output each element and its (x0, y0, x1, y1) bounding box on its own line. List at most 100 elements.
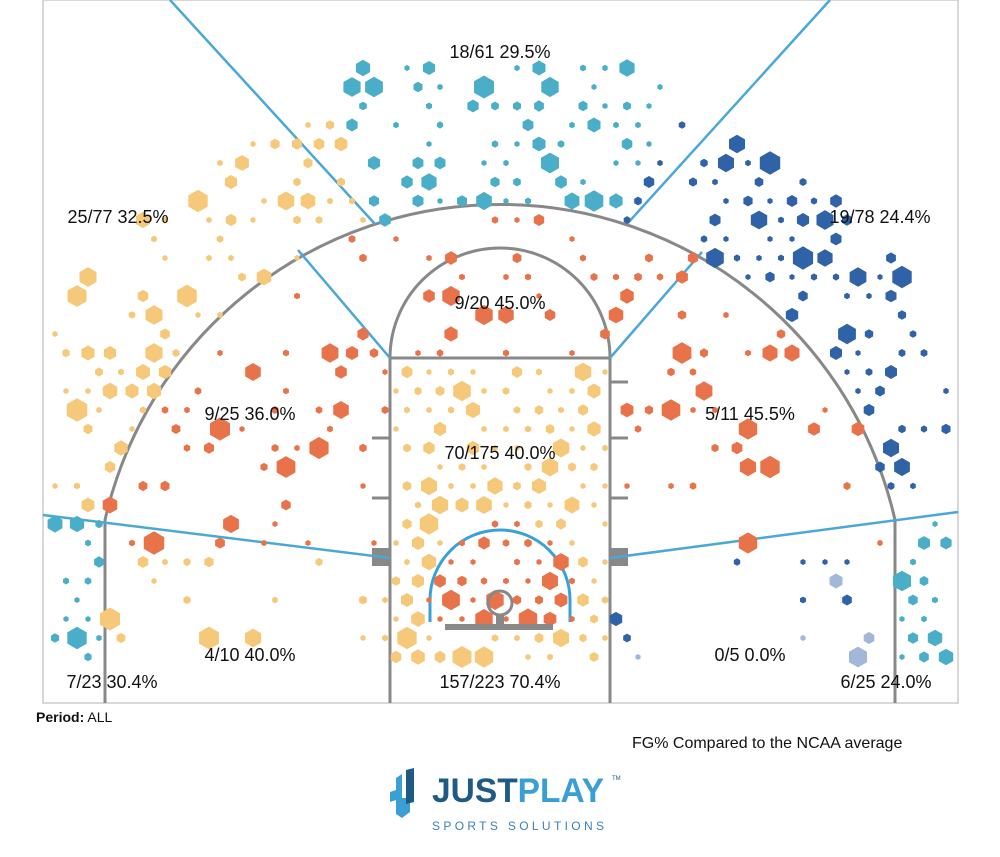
hexbin-three-left-wing (337, 177, 345, 187)
hexbin-mid-right-elbow (784, 344, 800, 362)
hexbin-paint (532, 478, 546, 494)
hexbin-paint (452, 646, 472, 668)
hexbin-mid-top (580, 254, 586, 262)
hexbin-three-left-wing (160, 328, 170, 340)
hexbin-three-left-wing (334, 136, 348, 152)
hexbin-three-top (426, 102, 432, 110)
hexbin-three-left-wing (327, 197, 333, 205)
hexbin-mid-right-elbow (712, 406, 718, 414)
hexbin-mid-left-elbow (223, 514, 239, 534)
hexbin-three-right-wing (799, 178, 807, 186)
hexbin-paint (534, 405, 544, 415)
hexbin-restricted (470, 597, 476, 603)
hexbin-three-left-wing (62, 348, 70, 358)
hexbin-mid-left-elbow (321, 343, 339, 363)
hexbin-three-right-wing (634, 196, 642, 206)
hexbin-paint (414, 386, 422, 396)
hexbin-three-right-wing (817, 249, 833, 267)
hexbin-three-top (436, 121, 444, 129)
hexbin-paint (448, 482, 454, 490)
hexbin-mid-left-elbow (161, 406, 169, 414)
hexbin-paint (426, 369, 432, 375)
hexbin-mid-left-elbow (184, 406, 190, 414)
hexbin-paint (547, 388, 553, 394)
hexbin-three-left-wing (125, 383, 139, 399)
hexbin-three-right-wing (789, 236, 795, 242)
hexbin-mid-right-elbow (711, 443, 719, 453)
hexbin-paint (435, 386, 445, 396)
hexbin-three-right-wing (855, 387, 861, 395)
hexbin-mid-left-baseline (100, 607, 120, 631)
hexbin-three-top (355, 59, 371, 77)
hexbin-three-right-wing (810, 273, 818, 281)
hexbin-three-right-wing (887, 482, 895, 490)
hexbin-mid-right-elbow (677, 310, 687, 320)
hexbin-mid-right-elbow (624, 483, 630, 489)
hexbin-paint (502, 387, 510, 395)
hexbin-three-right-wing (864, 329, 874, 339)
hexbin-mid-left-baseline (204, 556, 214, 568)
hexbin-paint (476, 496, 492, 514)
hexbin-three-top (513, 177, 521, 187)
hexbin-three-top (609, 193, 623, 209)
hexbin-three-right-wing (830, 194, 842, 208)
hexbin-mid-left-elbow (294, 292, 300, 300)
hexbin-three-right-corner (919, 651, 929, 663)
hexbin-three-right-corner (927, 629, 943, 647)
hexbin-three-top (513, 101, 521, 111)
hexbin-paint (411, 574, 425, 588)
hexbin-three-left-wing (225, 213, 237, 227)
hexbin-paint (423, 441, 435, 455)
hexbin-mid-right-baseline (844, 559, 850, 565)
hexbin-three-top (532, 60, 546, 76)
hexbin-three-right-wing (875, 385, 885, 397)
hexbin-mid-left-elbow (271, 444, 279, 452)
hexbin-three-top (367, 156, 381, 170)
hexbin-mid-left-elbow (345, 346, 359, 360)
hexbin-mid-left-baseline (183, 595, 191, 605)
hexbin-restricted (553, 553, 569, 571)
hexbin-three-right-wing (750, 210, 768, 230)
zone-label-three-right-wing: 19/78 24.4% (829, 207, 930, 227)
hexbin-paint (536, 368, 542, 376)
hexbin-three-left-wing (300, 192, 316, 210)
hexbin-paint (470, 369, 476, 375)
hexbin-three-right-wing (898, 424, 906, 434)
hexbin-mid-top (590, 273, 598, 281)
hexbin-mid-left-elbow (283, 387, 289, 395)
hexbin-mid-right-baseline (635, 654, 641, 660)
hexbin-paint (553, 628, 569, 648)
hexbin-three-left-corner (84, 652, 92, 662)
period-value: ALL (87, 709, 113, 725)
hexbin-three-top (591, 84, 597, 90)
hexbin-three-top (379, 213, 391, 227)
hexbin-paint (426, 406, 432, 414)
hexbin-three-top (343, 77, 361, 97)
hexbin-restricted (512, 595, 522, 605)
hexbin-three-top (490, 176, 500, 188)
hexbin-mid-left-elbow (217, 349, 223, 357)
hexbin-paint (602, 483, 608, 489)
hexbin-paint (437, 464, 443, 470)
hexbin-three-top (584, 190, 604, 212)
hexbin-restricted (502, 539, 510, 547)
hexbin-paint (602, 559, 608, 565)
hexbin-restricted (535, 595, 543, 605)
hexbin-three-left-corner (63, 616, 69, 622)
hexbin-mid-left-baseline (183, 557, 191, 567)
hexbin-paint (591, 578, 597, 584)
hexbin-three-left-wing (129, 426, 135, 432)
hexbin-three-left-wing (145, 305, 163, 325)
hexbin-mid-left-elbow (359, 443, 367, 453)
hexbin-mid-right-elbow (700, 348, 708, 358)
hexbin-three-right-wing (830, 232, 842, 246)
hexbin-three-top (555, 175, 567, 189)
hexbin-three-right-corner (921, 615, 927, 623)
restricted-area-arc (428, 528, 572, 622)
hexbin-mid-top (569, 236, 575, 242)
hexbin-three-left-wing (66, 398, 88, 422)
hexbin-mid-left-baseline (272, 596, 278, 604)
hexbin-three-right-corner (940, 536, 952, 550)
hexbin-three-right-wing (838, 323, 856, 345)
hexbin-mid-right-elbow (690, 406, 696, 414)
